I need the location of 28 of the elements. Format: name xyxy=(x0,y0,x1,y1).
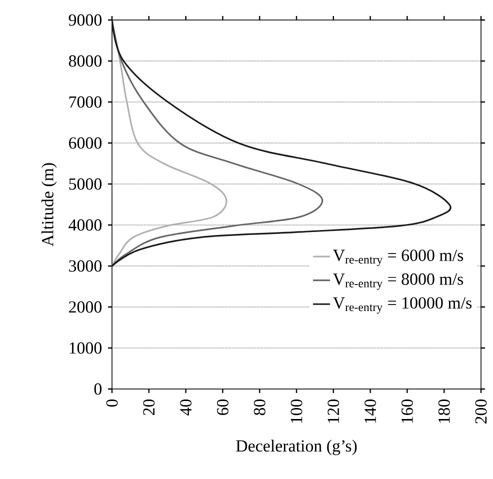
legend-label: V$_{re-entry}$ = 8000 m/s xyxy=(333,273,464,290)
x-tick-label: 80 xyxy=(254,399,266,416)
line-series xyxy=(112,20,228,267)
y-tick-label: 9000 xyxy=(68,14,102,26)
line-series xyxy=(112,20,324,267)
y-tick-label: 3000 xyxy=(69,260,102,272)
y-tick-label: 2000 xyxy=(69,301,102,313)
y-tick-label: 0 xyxy=(94,383,102,395)
x-tick-label: 120 xyxy=(328,399,340,423)
x-axis-title: Deceleration (g’s) xyxy=(236,440,357,456)
y-tick-label: 1000 xyxy=(70,342,102,354)
y-tick-label: 5000 xyxy=(69,178,102,190)
legend-label: V$_{re-entry}$ = 10000 m/s xyxy=(333,297,472,314)
y-axis-title: Altitude (m) xyxy=(41,163,57,246)
y-tick-label: 4000 xyxy=(68,219,102,231)
x-tick-label: 100 xyxy=(290,399,302,423)
x-tick-label: 140 xyxy=(364,399,376,423)
y-tick-label: 7000 xyxy=(69,96,102,108)
x-tick-label: 160 xyxy=(401,399,413,423)
x-tick-label: 200 xyxy=(475,399,487,424)
y-tick-label: 8000 xyxy=(68,55,102,67)
x-tick-label: 180 xyxy=(438,399,450,423)
x-tick-label: 40 xyxy=(180,399,192,416)
x-tick-label: 0 xyxy=(106,399,118,407)
legend-label: V$_{re-entry}$ = 6000 m/s xyxy=(333,250,464,266)
x-tick-label: 60 xyxy=(216,399,228,416)
y-tick-label: 6000 xyxy=(69,137,102,149)
x-tick-label: 20 xyxy=(143,399,155,416)
